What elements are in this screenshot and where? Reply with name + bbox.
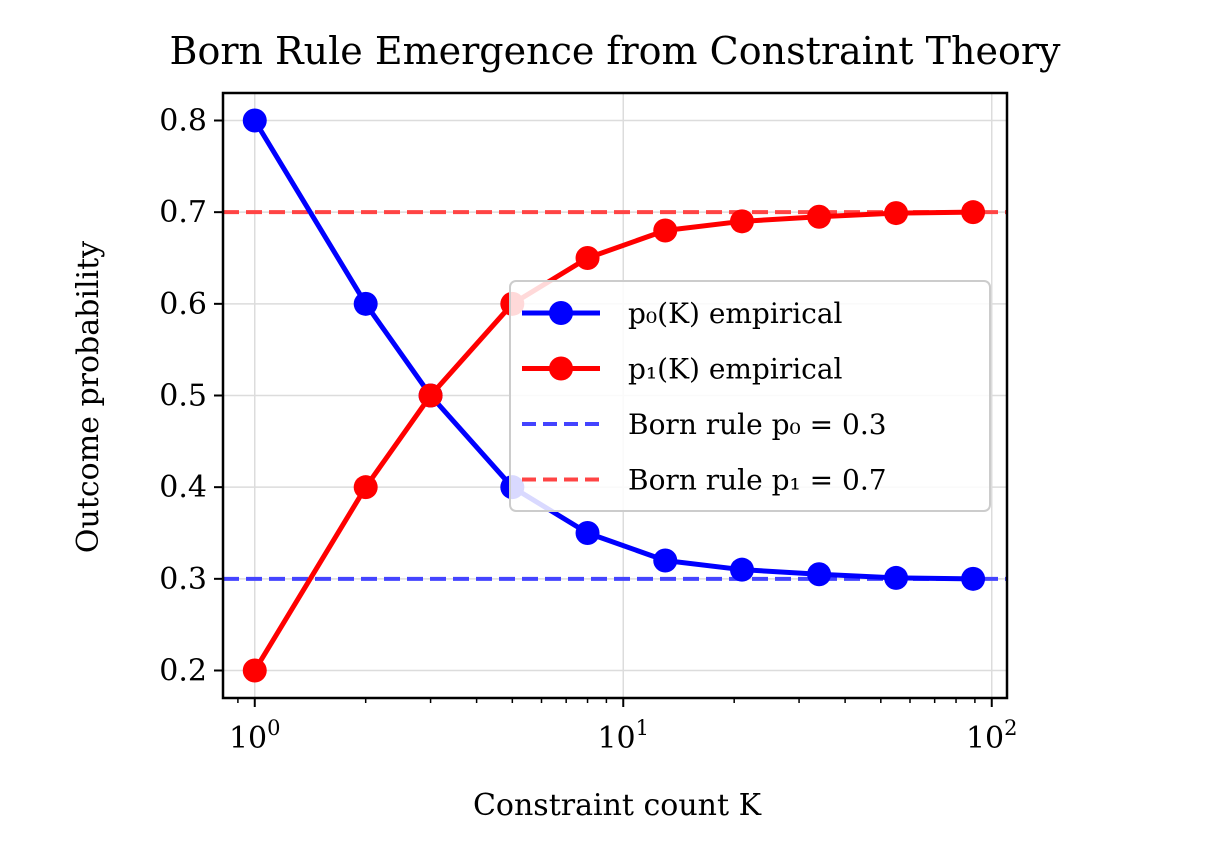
legend: p₀(K) empirical p₁(K) empirical Born rule …	[509, 280, 991, 512]
y-tick-label: 0.6	[159, 287, 207, 322]
legend-box	[509, 280, 991, 512]
series-line-0	[252, 119, 974, 582]
series-line-1	[252, 209, 974, 672]
series-1-point	[961, 200, 986, 225]
y-tick-label: 0.7	[159, 195, 207, 230]
legend-swatch-marker	[549, 356, 573, 381]
legend-entry-label: p₁(K) empirical	[628, 353, 843, 386]
series-1-point	[242, 658, 267, 683]
series-0-point	[575, 521, 600, 545]
y-axis-label: Outcome probability	[71, 241, 106, 553]
series-1-point	[353, 475, 378, 500]
series-1-point	[418, 383, 443, 408]
legend-entry-label: Born rule p₁ = 0.7	[628, 464, 887, 497]
chart-title: Born Rule Emergence from Constraint Theo…	[170, 29, 1061, 73]
series-1-point	[729, 209, 754, 234]
y-tick-label: 0.4	[159, 470, 207, 505]
legend-entry-label: p₀(K) empirical	[628, 297, 843, 330]
x-tick-label: 102	[966, 716, 1018, 756]
series-0-point	[353, 291, 378, 316]
series-0-point	[242, 108, 267, 133]
y-tick-label: 0.5	[159, 379, 207, 414]
series-1-point	[884, 201, 909, 226]
x-tick-label: 101	[597, 716, 649, 756]
series-0-point	[653, 548, 678, 573]
series-0-point	[884, 565, 909, 590]
x-axis-label: Constraint count K	[473, 788, 762, 823]
y-tick-label: 0.2	[159, 654, 207, 689]
series-1-point	[653, 218, 678, 243]
legend-swatch-marker	[549, 301, 573, 325]
plot-area: 0.2 0.3 0.4 0.5 0.6 0.7 0.8 100 101 102	[159, 91, 1018, 756]
y-tick-label: 0.3	[159, 562, 207, 597]
y-tick-label: 0.8	[159, 104, 207, 139]
series-1-point	[575, 246, 600, 270]
legend-entry-label: Born rule p₀ = 0.3	[628, 408, 887, 441]
series-1-point	[807, 204, 832, 229]
series-0-point	[961, 566, 986, 591]
series-0-point	[729, 557, 754, 582]
x-tick-label: 100	[229, 716, 281, 756]
series-0-point	[807, 562, 832, 587]
